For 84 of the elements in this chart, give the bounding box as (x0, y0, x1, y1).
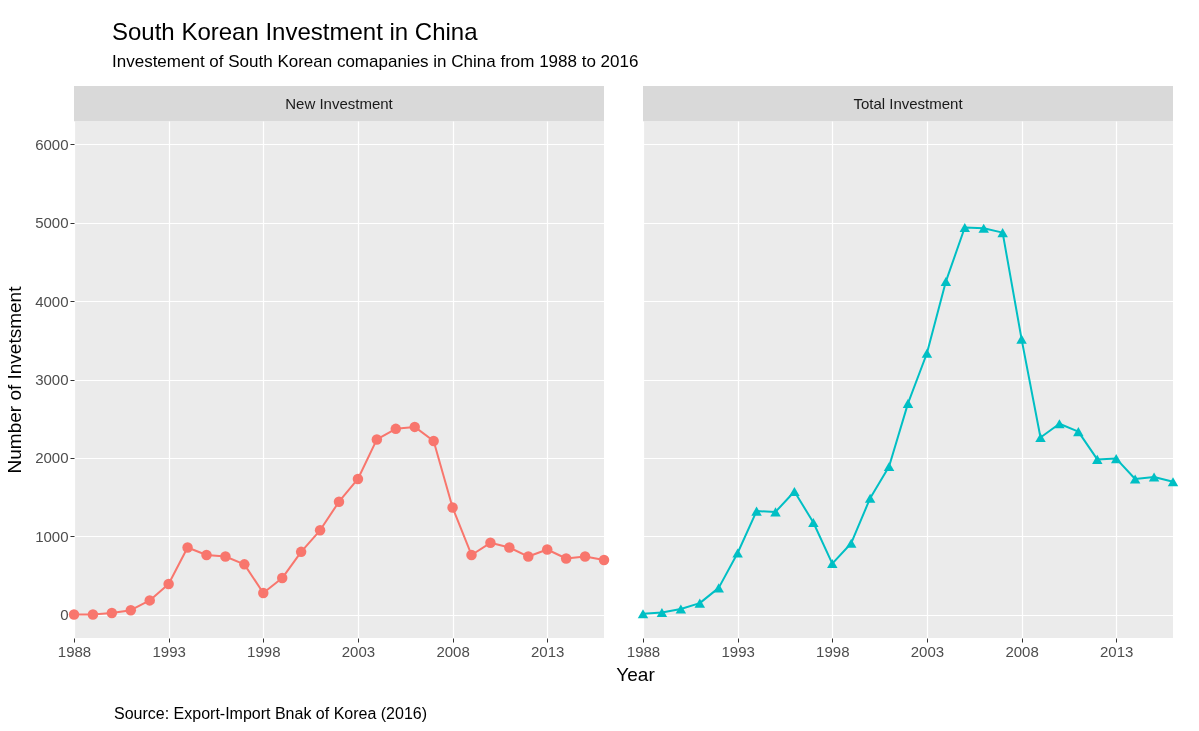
point (1054, 419, 1065, 429)
point (921, 348, 933, 358)
x-tick-label: 1998 (816, 642, 850, 660)
point (845, 538, 857, 548)
y-axis-title: Number of Invetsment (4, 285, 26, 474)
x-tick-label: 1988 (626, 642, 661, 660)
point (959, 222, 971, 233)
point (125, 604, 137, 616)
point (940, 277, 952, 287)
point (333, 496, 345, 507)
point (523, 551, 534, 562)
point (106, 607, 118, 619)
y-tick-label: 4000 (35, 292, 69, 310)
point (371, 434, 383, 445)
point (220, 551, 231, 562)
point (182, 542, 193, 553)
point (1035, 432, 1046, 443)
y-tick-label: 0 (60, 606, 69, 623)
point (751, 506, 762, 516)
point (978, 223, 989, 233)
x-axis-title: Year (616, 663, 656, 685)
point (1016, 334, 1027, 344)
point (1092, 454, 1103, 464)
point (163, 578, 174, 590)
point (314, 525, 326, 536)
point (1110, 454, 1122, 464)
x-tick-label: 2003 (910, 642, 945, 660)
x-tick-label: 2008 (1005, 642, 1039, 660)
point (637, 609, 649, 619)
chart-title: South Korean Investment in China (112, 18, 479, 46)
point (68, 609, 80, 620)
point (770, 507, 781, 517)
point (579, 551, 591, 562)
point (713, 583, 724, 593)
point (295, 546, 307, 558)
point (485, 537, 496, 549)
point (560, 553, 572, 564)
point (808, 517, 819, 527)
point (789, 486, 800, 497)
x-tick-label: 2013 (1100, 642, 1134, 660)
point (390, 423, 402, 435)
x-tick-label: 1988 (57, 642, 92, 660)
point (656, 608, 668, 618)
point (276, 572, 288, 584)
text: New Investment (285, 94, 394, 112)
x-tick-label: 1993 (152, 642, 186, 660)
point (258, 587, 269, 599)
x-tick-label: 2008 (436, 642, 470, 660)
point (466, 549, 477, 561)
point (1167, 477, 1179, 487)
point (352, 473, 364, 485)
x-tick-label: 2003 (341, 642, 376, 660)
point (504, 542, 515, 553)
chart-subtitle: Investement of South Korean comapanies in China from 1988 to 2016 (112, 52, 639, 72)
point (1148, 472, 1160, 482)
point (675, 604, 687, 614)
source-note: Source: Export-Import Bnak of Korea (2016) (114, 705, 428, 723)
text: Total Investment (853, 94, 964, 112)
point (201, 549, 212, 561)
y-tick-label: 5000 (35, 214, 69, 232)
y-tick-label: 2000 (35, 449, 69, 467)
point (827, 559, 838, 569)
y-tick-label: 1000 (35, 527, 69, 545)
y-tick-label: 3000 (35, 371, 69, 388)
point (883, 461, 895, 471)
x-tick-label: 1998 (247, 642, 281, 660)
point (541, 544, 553, 555)
point (428, 435, 439, 447)
point (598, 554, 610, 566)
point (864, 493, 876, 503)
point (902, 398, 914, 408)
point (447, 502, 458, 513)
point (732, 548, 743, 558)
y-tick-label: 6000 (35, 136, 69, 153)
point (1073, 427, 1084, 437)
point (997, 228, 1008, 238)
point (87, 609, 99, 620)
x-tick-label: 2013 (531, 642, 565, 660)
point (239, 559, 250, 570)
point (694, 598, 706, 608)
point (409, 421, 420, 433)
x-tick-label: 1993 (721, 642, 755, 660)
point (1129, 474, 1141, 484)
point (144, 595, 155, 606)
